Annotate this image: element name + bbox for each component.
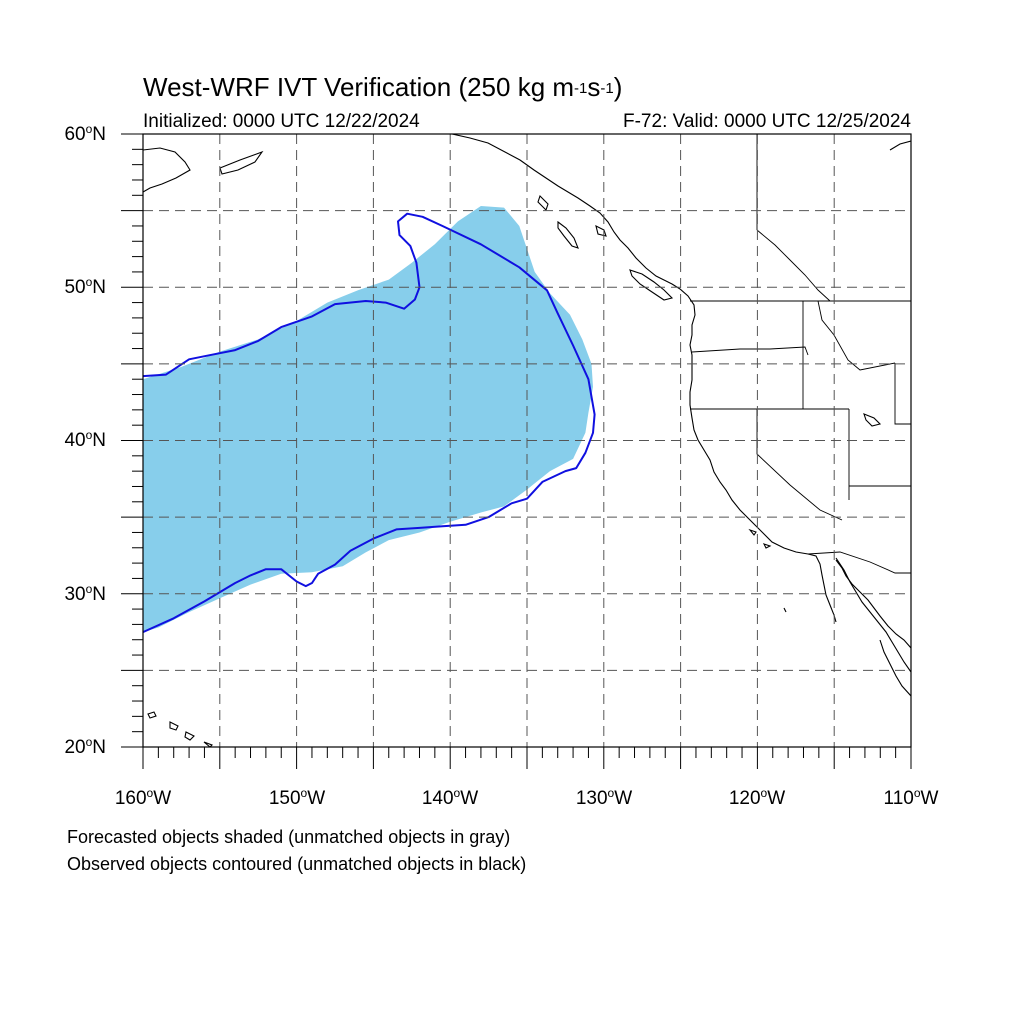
title-close-paren: )	[613, 72, 623, 102]
title-exponent-1: -1	[574, 80, 588, 97]
lat-label-30: 30oN	[64, 582, 106, 605]
haida-gwaii	[557, 220, 579, 249]
ca-nv-border	[756, 409, 843, 521]
lat-label-20: 20oN	[64, 735, 106, 758]
vancouver-island	[629, 269, 674, 301]
lon-label-150w: 150oW	[268, 786, 326, 809]
island-arc-1	[537, 194, 549, 212]
hawaii-2	[169, 721, 179, 731]
bc-alberta-border	[756, 229, 831, 302]
small-island	[783, 607, 787, 613]
lat-label-60: 60oN	[64, 122, 106, 145]
lon-label-160w: 160oW	[114, 786, 172, 809]
idaho-montana-border	[817, 300, 896, 371]
lon-label-140w: 140oW	[421, 786, 479, 809]
channel-islands-1	[748, 528, 757, 536]
baja-california-coast	[835, 557, 911, 673]
forecast-layer	[143, 206, 593, 633]
hawaii-3	[184, 731, 195, 741]
wa-or-border	[691, 346, 809, 356]
title-exponent-2: -1	[600, 80, 614, 97]
lon-label-130w: 130oW	[575, 786, 633, 809]
title-text: West-WRF IVT Verification (250 kg m	[143, 72, 575, 102]
wyoming-border	[894, 363, 911, 425]
coastline-layer	[143, 134, 911, 747]
mainland-mexico-coast	[835, 559, 911, 649]
us-mexico-border	[807, 551, 911, 574]
figure-title: West-WRF IVT Verification (250 kg m-1s-1…	[143, 74, 622, 100]
lon-label-110w: 110oW	[883, 786, 939, 809]
initialized-label: Initialized: 0000 UTC 12/22/2024	[143, 111, 420, 132]
lat-label-40: 40oN	[64, 428, 106, 451]
north-america-coastline	[451, 134, 837, 623]
valid-time-label: F-72: Valid: 0000 UTC 12/25/2024	[623, 111, 911, 132]
channel-islands-2	[762, 543, 772, 549]
alaska-coast-small	[219, 150, 264, 175]
alaska-coast-west	[143, 147, 191, 193]
political-borders	[690, 134, 911, 574]
hawaii-4	[203, 741, 213, 747]
footnote-forecast: Forecasted objects shaded (unmatched obj…	[67, 827, 511, 847]
salton-lake	[863, 413, 882, 427]
island-arc-2	[595, 224, 607, 237]
forecast-object-shaded	[143, 206, 593, 633]
observed-object-contour	[142, 212, 596, 634]
hawaii-1	[147, 711, 157, 719]
title-unit-s: s	[587, 72, 601, 102]
lon-label-120w: 120oW	[728, 786, 786, 809]
axis-ticks	[121, 133, 912, 769]
graticule	[143, 134, 911, 747]
north-coast-bit	[889, 140, 911, 151]
footnote-observed: Observed objects contoured (unmatched ob…	[67, 854, 527, 874]
lat-label-50: 50oN	[64, 275, 106, 298]
mexico-pacific-coast	[879, 639, 911, 697]
